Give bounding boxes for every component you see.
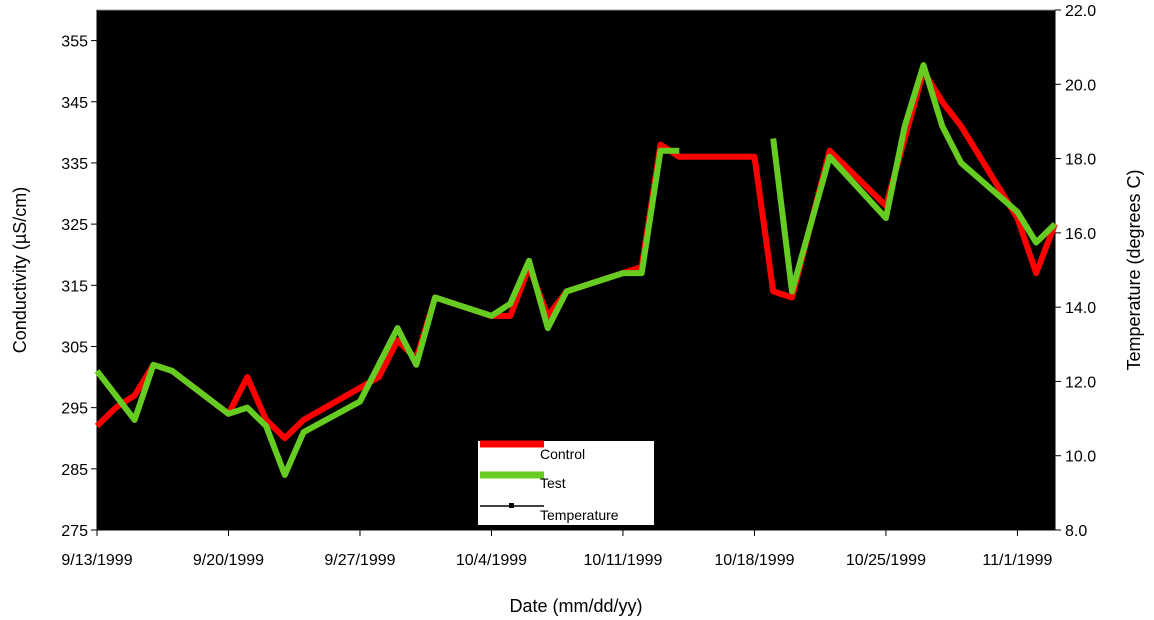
x-tick-label: 9/27/1999 <box>324 552 395 569</box>
y2-tick-label: 22.0 <box>1065 3 1096 20</box>
legend-label-control: Control <box>540 446 585 462</box>
axes: 275 285 295 305 315 325 335 345 355 8.0 10.0 12.0 14… <box>61 3 1096 569</box>
x-axis-title: Date (mm/dd/yy) <box>509 596 642 616</box>
x-tick-label: 10/18/1999 <box>714 552 794 569</box>
x-tick-label: 10/25/1999 <box>846 552 926 569</box>
legend-marker-temperature <box>509 503 514 508</box>
y2-tick-label: 12.0 <box>1065 374 1096 391</box>
x-tick-label: 9/13/1999 <box>61 552 132 569</box>
y2-tick-label: 18.0 <box>1065 152 1096 169</box>
y-tick-label: 275 <box>61 523 88 540</box>
y2-tick-label: 14.0 <box>1065 300 1096 317</box>
legend-box <box>478 441 654 525</box>
series-layer <box>94 62 1058 478</box>
y-tick-label: 305 <box>61 339 88 356</box>
y2-tick-label: 20.0 <box>1065 77 1096 94</box>
y-tick-label: 335 <box>61 156 88 173</box>
x-tick-label: 11/1/1999 <box>982 552 1052 569</box>
legend-label-test: Test <box>540 475 566 491</box>
y-tick-label: 325 <box>61 217 88 234</box>
y-axis-title: Conductivity (µS/cm) <box>10 187 30 353</box>
y2-tick-label: 8.0 <box>1065 523 1087 540</box>
legend-label-temperature: Temperature <box>540 507 619 523</box>
x-tick-label: 9/20/1999 <box>193 552 264 569</box>
y-tick-label: 295 <box>61 401 88 418</box>
x-tick-label: 10/4/1999 <box>456 552 527 569</box>
y-tick-label: 315 <box>61 278 88 295</box>
x-tick-label: 10/11/1999 <box>584 552 663 569</box>
y2-tick-label: 10.0 <box>1065 449 1096 466</box>
y2-axis-title: Temperature (degrees C) <box>1124 169 1144 370</box>
y-tick-label: 355 <box>61 34 88 51</box>
series-test-line <box>770 62 1058 295</box>
y-tick-label: 285 <box>61 462 88 479</box>
y2-tick-label: 16.0 <box>1065 226 1096 243</box>
y-tick-label: 345 <box>61 95 88 112</box>
series-test-line <box>94 147 680 478</box>
legend: Control Test Temperature <box>478 440 654 525</box>
